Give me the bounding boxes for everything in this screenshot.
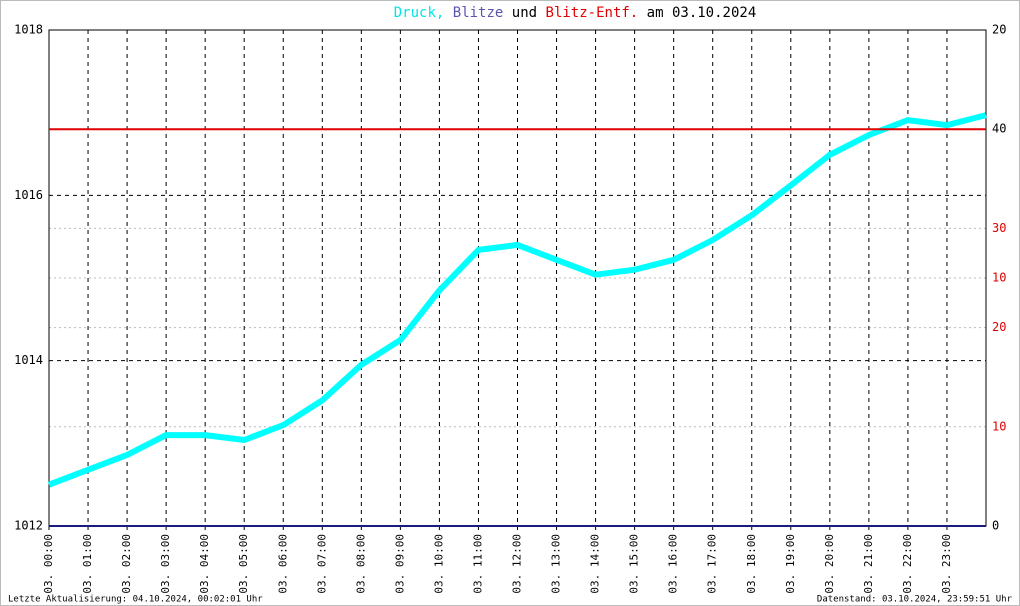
- x-tick-label: 03. 05:00: [237, 534, 250, 594]
- x-tick-label: 03. 17:00: [706, 534, 719, 594]
- x-tick-label: 03. 06:00: [276, 534, 289, 594]
- x-tick-label: 03. 08:00: [354, 534, 367, 594]
- x-tick-label: 03. 03:00: [159, 534, 172, 594]
- title-part: Blitze: [453, 5, 504, 21]
- x-tick-label: 03. 23:00: [940, 534, 953, 594]
- x-tick-label: 03. 18:00: [745, 534, 758, 594]
- y2-tick-label: 10: [992, 271, 1006, 285]
- y-tick-label: 1016: [14, 188, 43, 202]
- footer-left: Letzte Aktualisierung: 04.10.2024, 00:02…: [8, 595, 263, 605]
- chart-title: Druck, Blitze und Blitz-Entf. am 03.10.2…: [394, 5, 757, 21]
- x-tick-label: 03. 00:00: [42, 534, 55, 594]
- x-tick-label: 03. 11:00: [471, 534, 484, 594]
- title-part: Blitz-Entf.: [546, 5, 639, 21]
- title-part: und: [512, 5, 537, 21]
- series-line: [47, 112, 987, 488]
- x-tick-label: 03. 10:00: [432, 534, 445, 594]
- x-tick-label: 03. 07:00: [315, 534, 328, 594]
- y2-tick-label: 40: [992, 122, 1006, 136]
- footer-right: Datenstand: 03.10.2024, 23:59:51 Uhr: [817, 595, 1013, 605]
- x-tick-label: 03. 22:00: [901, 534, 914, 594]
- y-tick-label: 1012: [14, 519, 43, 533]
- y-tick-label: 1018: [14, 23, 43, 37]
- x-tick-label: 03. 13:00: [550, 534, 563, 594]
- x-tick-label: 03. 19:00: [784, 534, 797, 594]
- y2-tick-label: 0: [992, 519, 999, 533]
- x-tick-label: 03. 01:00: [81, 534, 94, 594]
- x-tick-label: 03. 14:00: [589, 534, 602, 594]
- x-tick-label: 03. 04:00: [198, 534, 211, 594]
- y2-tick-label: 10: [992, 419, 1006, 433]
- x-tick-label: 03. 20:00: [823, 534, 836, 594]
- y-tick-label: 1014: [14, 353, 43, 367]
- x-tick-label: 03. 21:00: [862, 534, 875, 594]
- title-part: am 03.10.2024: [647, 5, 757, 21]
- x-tick-label: 03. 16:00: [667, 534, 680, 594]
- y2-tick-label: 30: [992, 221, 1006, 235]
- x-tick-label: 03. 02:00: [120, 534, 133, 594]
- x-tick-label: 03. 12:00: [511, 534, 524, 594]
- x-tick-label: 03. 15:00: [628, 534, 641, 594]
- title-part: Druck,: [394, 5, 445, 21]
- y2-tick-label: 20: [992, 320, 1006, 334]
- y2-tick-label: 20: [992, 23, 1006, 37]
- x-tick-label: 03. 09:00: [393, 534, 406, 594]
